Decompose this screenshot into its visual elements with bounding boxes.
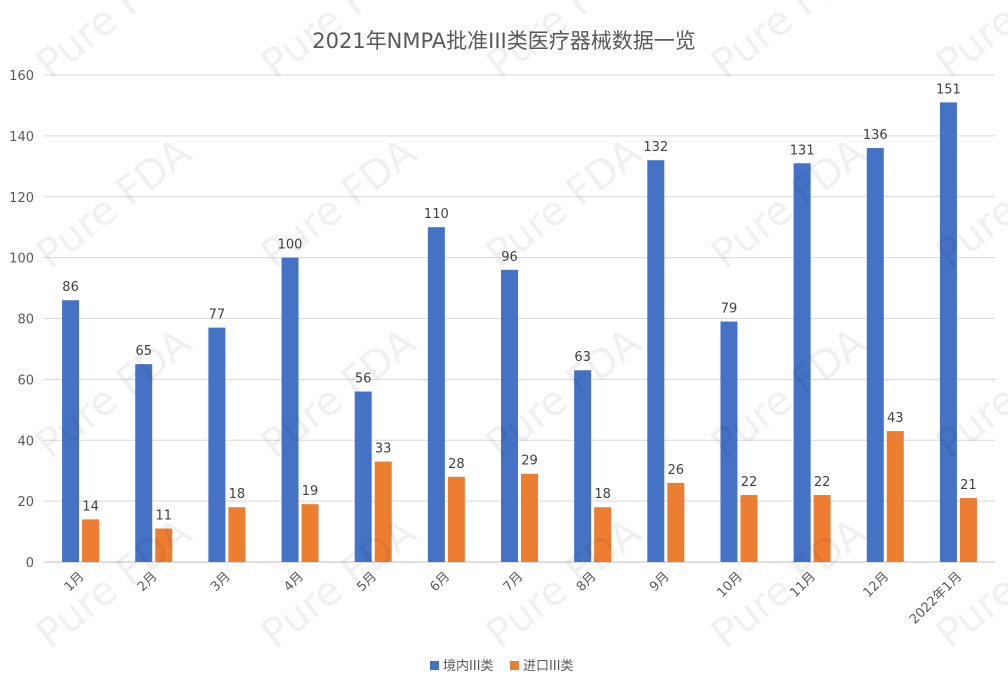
data-label: 19	[302, 484, 319, 499]
x-axis: 1月 2月 3月 4月 5月 6月 7月 8月 9月 10月 11月 12月 2022年1月	[62, 569, 966, 627]
x-tick-label: 2月	[135, 569, 161, 595]
chart-title: 2021年NMPA批准III类医疗器械数据一览	[312, 29, 696, 53]
bar-imported	[155, 528, 173, 562]
data-label: 22	[741, 475, 758, 490]
bar-imported	[667, 482, 685, 562]
y-tick-label: 120	[9, 191, 34, 206]
bar-domestic	[939, 102, 957, 563]
data-label: 26	[668, 463, 685, 478]
x-tick-label: 7月	[501, 569, 527, 595]
bar-domestic	[574, 370, 592, 562]
data-label: 63	[574, 350, 591, 365]
x-tick-label: 9月	[647, 569, 673, 595]
bar-imported	[447, 476, 465, 562]
data-label: 14	[82, 499, 99, 514]
data-label: 29	[521, 454, 538, 469]
y-tick-label: 20	[17, 495, 34, 510]
bar-imported	[594, 507, 612, 562]
data-label: 21	[960, 478, 977, 493]
x-tick-label: 4月	[281, 569, 307, 595]
bar-imported	[521, 473, 538, 562]
data-label: 43	[887, 411, 904, 426]
bar-imported	[959, 498, 977, 562]
data-label: 131	[790, 143, 815, 158]
bar-imported	[886, 431, 904, 562]
bar-imported	[813, 495, 831, 562]
y-tick-label: 40	[17, 434, 34, 449]
y-tick-label: 160	[9, 69, 34, 84]
legend-swatch	[510, 661, 519, 670]
y-axis: 0 20 40 60 80 100 120 140 160	[9, 69, 34, 571]
bar-domestic	[793, 163, 811, 563]
x-tick-label: 5月	[354, 569, 380, 595]
y-tick-label: 100	[9, 252, 34, 267]
legend-label: 进口III类	[523, 659, 574, 674]
bar-domestic	[866, 148, 884, 563]
data-label: 86	[62, 280, 79, 295]
x-tick-label: 10月	[714, 569, 745, 600]
data-label: 18	[594, 487, 611, 502]
data-label: 110	[424, 207, 449, 222]
data-label: 96	[501, 250, 518, 265]
data-label: 65	[135, 344, 152, 359]
bar-imported	[228, 507, 246, 562]
bar-domestic	[281, 257, 299, 562]
y-tick-label: 140	[9, 130, 34, 145]
bar-domestic	[62, 300, 80, 562]
data-label: 28	[448, 457, 465, 472]
data-label: 56	[355, 372, 372, 387]
x-tick-label: 11月	[787, 569, 818, 600]
bars	[62, 102, 977, 563]
y-tick-label: 80	[17, 313, 34, 328]
x-tick-label: 1月	[62, 569, 88, 595]
data-label: 100	[278, 238, 303, 253]
data-label: 151	[936, 82, 961, 97]
data-label: 77	[209, 308, 226, 323]
data-label: 33	[375, 442, 392, 457]
y-tick-label: 60	[17, 373, 34, 388]
data-label: 136	[863, 128, 888, 143]
data-label: 22	[814, 475, 831, 490]
y-tick-label: 0	[26, 556, 34, 571]
x-tick-label: 2022年1月	[907, 569, 965, 627]
bar-domestic	[720, 321, 738, 562]
data-label: 132	[643, 140, 668, 155]
data-label: 18	[229, 487, 246, 502]
legend: 境内III类 进口III类	[430, 658, 574, 674]
x-tick-label: 12月	[861, 569, 892, 600]
bar-domestic	[354, 391, 372, 562]
x-tick-label: 8月	[574, 569, 600, 595]
bar-domestic	[501, 269, 518, 562]
bar-imported	[301, 504, 319, 562]
bar-domestic	[427, 227, 445, 562]
legend-swatch	[430, 661, 439, 670]
bar-imported	[740, 495, 758, 562]
data-labels: 86 14 65 11 77 18 100 19 56 33 110 28 96 29 63 18 132 26 7…	[62, 82, 976, 523]
gridlines	[44, 74, 995, 563]
bar-domestic	[135, 364, 153, 562]
data-label: 11	[155, 509, 172, 524]
bar-domestic	[208, 327, 226, 562]
legend-label: 境内III类	[443, 658, 494, 674]
data-label: 79	[721, 302, 738, 317]
bar-domestic	[647, 160, 665, 562]
x-tick-label: 6月	[428, 569, 454, 595]
bar-imported	[82, 519, 100, 562]
bar-imported	[374, 461, 392, 562]
x-tick-label: 3月	[208, 569, 234, 595]
